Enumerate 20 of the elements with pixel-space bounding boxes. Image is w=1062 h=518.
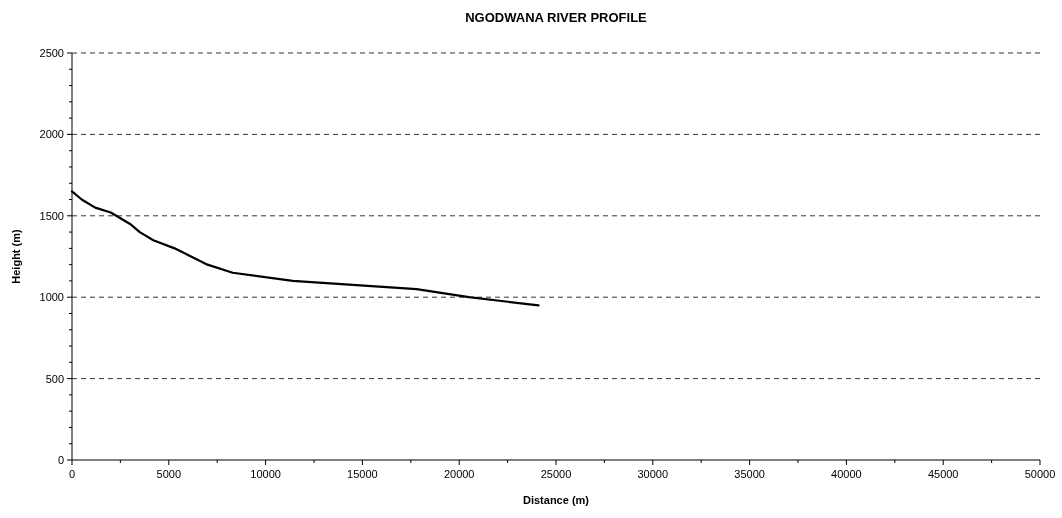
x-tick-label: 20000 xyxy=(443,468,475,480)
x-tick-label: 40000 xyxy=(831,468,862,480)
x-tick-label: 25000 xyxy=(540,468,572,480)
y-tick-label: 500 xyxy=(45,372,64,385)
x-tick-label: 45000 xyxy=(927,468,959,480)
x-tick-label: 5000 xyxy=(156,468,182,480)
y-tick-label: 2500 xyxy=(39,47,64,59)
y-tick-label: 1000 xyxy=(39,291,64,304)
y-tick-label: 2000 xyxy=(39,128,64,141)
x-axis-title: Distance (m) xyxy=(522,494,590,506)
y-tick-label: 1500 xyxy=(39,209,64,222)
x-tick-label: 50000 xyxy=(1024,468,1056,480)
x-tick-label: 0 xyxy=(68,468,76,480)
x-tick-label: 35000 xyxy=(734,468,765,480)
x-tick-label: 30000 xyxy=(637,468,669,480)
y-tick-label: 0 xyxy=(57,454,64,466)
chart-title: NGODWANA RIVER PROFILE xyxy=(465,10,648,25)
x-tick-label: 15000 xyxy=(347,468,378,480)
x-tick-label: 10000 xyxy=(250,468,281,480)
y-axis-title: Height (m) xyxy=(10,228,22,284)
